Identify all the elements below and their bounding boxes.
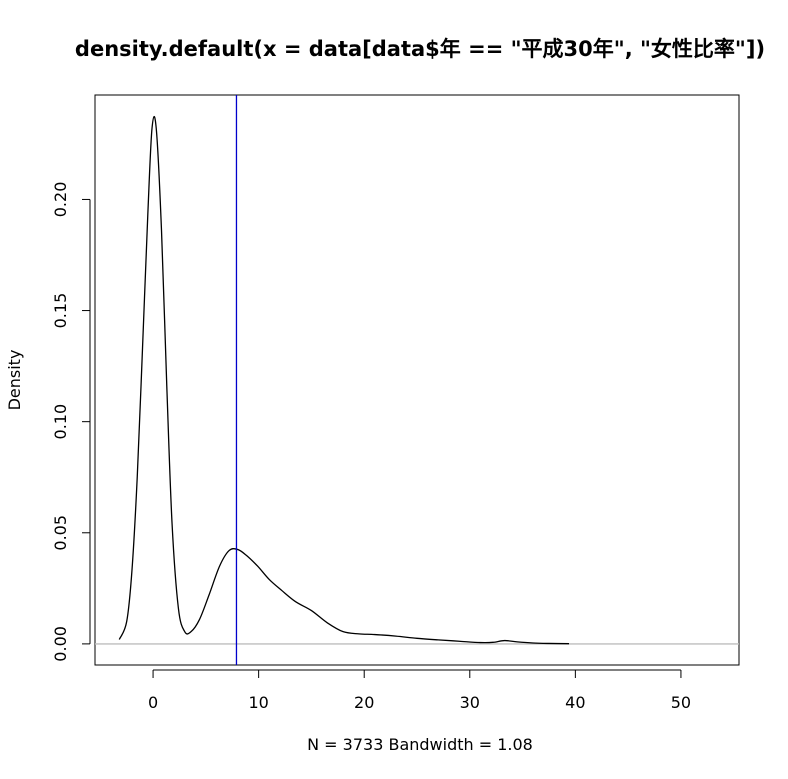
y-axis: 0.00 0.05 0.10 0.15 0.20 [51, 182, 91, 662]
x-tick-label: 40 [565, 693, 585, 712]
x-tick-label: 30 [460, 693, 480, 712]
chart-title: density.default(x = data[data$年 == "平成30… [75, 37, 765, 61]
x-axis-label: N = 3733 Bandwidth = 1.08 [307, 735, 533, 754]
x-tick-label: 10 [248, 693, 268, 712]
y-axis-label: Density [5, 350, 24, 411]
x-tick-label: 0 [148, 693, 158, 712]
density-curve [118, 115, 570, 645]
y-tick-label: 0.20 [51, 182, 70, 218]
plot-frame [94, 94, 740, 666]
x-tick-label: 50 [671, 693, 691, 712]
y-tick-label: 0.05 [51, 515, 70, 551]
x-tick-label: 20 [354, 693, 374, 712]
y-tick-label: 0.15 [51, 293, 70, 329]
x-axis: 0 10 20 30 40 50 [148, 669, 691, 712]
y-tick-label: 0.00 [51, 626, 70, 662]
y-tick-label: 0.10 [51, 404, 70, 440]
